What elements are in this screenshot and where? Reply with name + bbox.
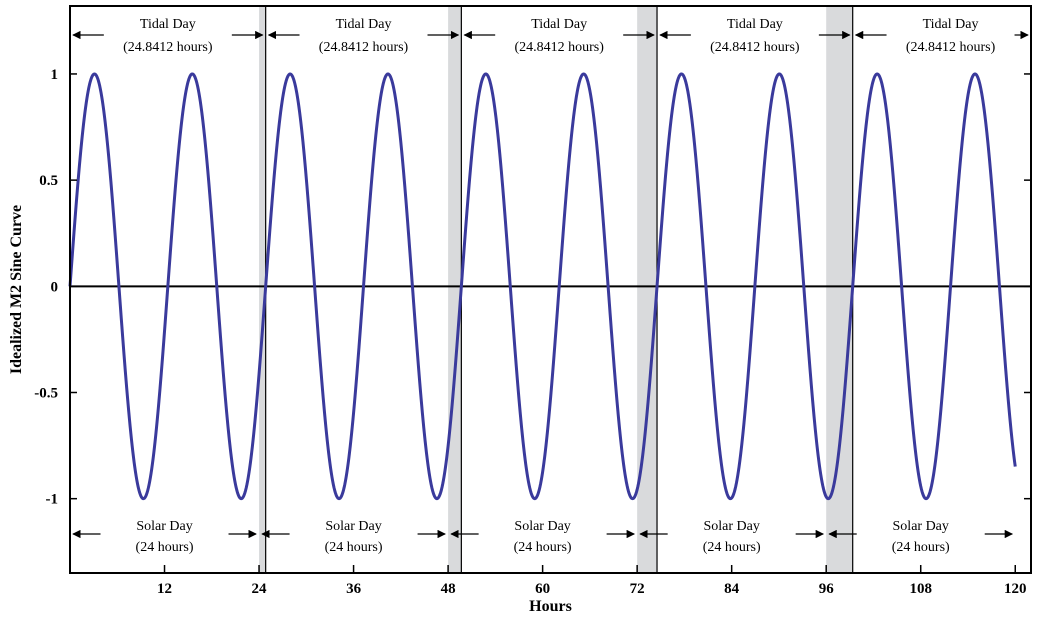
- curve-layer: [68, 72, 1017, 501]
- tidal-day-sublabel: (24.8412 hours): [906, 40, 996, 55]
- x-tick-label: 72: [630, 581, 645, 597]
- y-tick-label: 0: [51, 279, 59, 295]
- solar-day-sublabel: (24 hours): [325, 540, 383, 555]
- x-tick-label: 96: [819, 581, 835, 597]
- plot-frame-layer: [69, 5, 1032, 574]
- tidal-day-sublabel: (24.8412 hours): [123, 40, 213, 55]
- solar-day-label: Solar Day: [514, 519, 570, 534]
- solar-day-sublabel: (24 hours): [703, 540, 761, 555]
- solar-day-label: Solar Day: [703, 519, 759, 534]
- x-tick-label: 60: [535, 581, 550, 597]
- x-tick-label: 108: [909, 581, 932, 597]
- ticks-layer: 12 24 36 48 60 72 84 96 108 120 1 0.5 0 -0.5 -1: [34, 67, 1031, 597]
- tidal-day-label: Tidal Day: [140, 17, 196, 32]
- solar-day-sublabel: (24 hours): [514, 540, 572, 555]
- x-tick-label: 36: [346, 581, 362, 597]
- tidal-day-label: Tidal Day: [923, 17, 979, 32]
- solar-day-label: Solar Day: [893, 519, 949, 534]
- x-tick-label: 12: [157, 581, 172, 597]
- tidal-day-sublabel: (24.8412 hours): [710, 40, 800, 55]
- shaded-interval: [448, 6, 462, 573]
- m2-sine-curve: [68, 72, 1017, 501]
- tidal-day-label: Tidal Day: [336, 17, 392, 32]
- solar-day-sublabel: (24 hours): [136, 540, 194, 555]
- y-tick-label: -1: [46, 492, 59, 508]
- shaded-interval: [259, 6, 266, 573]
- day-labels-layer: Tidal Day (24.8412 hours) Tidal Day (24.841…: [72, 17, 1029, 555]
- plot-frame: [69, 5, 1032, 574]
- tidal-day-label: Tidal Day: [727, 17, 783, 32]
- solar-day-label: Solar Day: [136, 519, 192, 534]
- y-tick-label: 1: [51, 67, 59, 83]
- solar-day-sublabel: (24 hours): [892, 540, 950, 555]
- y-axis-label: Idealized M2 Sine Curve: [8, 205, 25, 374]
- shaded-days-layer: [259, 6, 853, 573]
- x-axis-label: Hours: [529, 598, 572, 615]
- shaded-interval: [637, 6, 658, 573]
- y-tick-label: 0.5: [39, 173, 58, 189]
- y-tick-label: -0.5: [34, 385, 58, 401]
- tidal-day-sublabel: (24.8412 hours): [514, 40, 604, 55]
- x-tick-label: 48: [441, 581, 456, 597]
- x-tick-label: 120: [1004, 581, 1027, 597]
- shaded-interval: [826, 6, 853, 573]
- tidal-day-sublabel: (24.8412 hours): [319, 40, 409, 55]
- solar-day-label: Solar Day: [325, 519, 381, 534]
- tidal-day-label: Tidal Day: [531, 17, 587, 32]
- x-tick-label: 24: [252, 581, 268, 597]
- x-tick-label: 84: [724, 581, 740, 597]
